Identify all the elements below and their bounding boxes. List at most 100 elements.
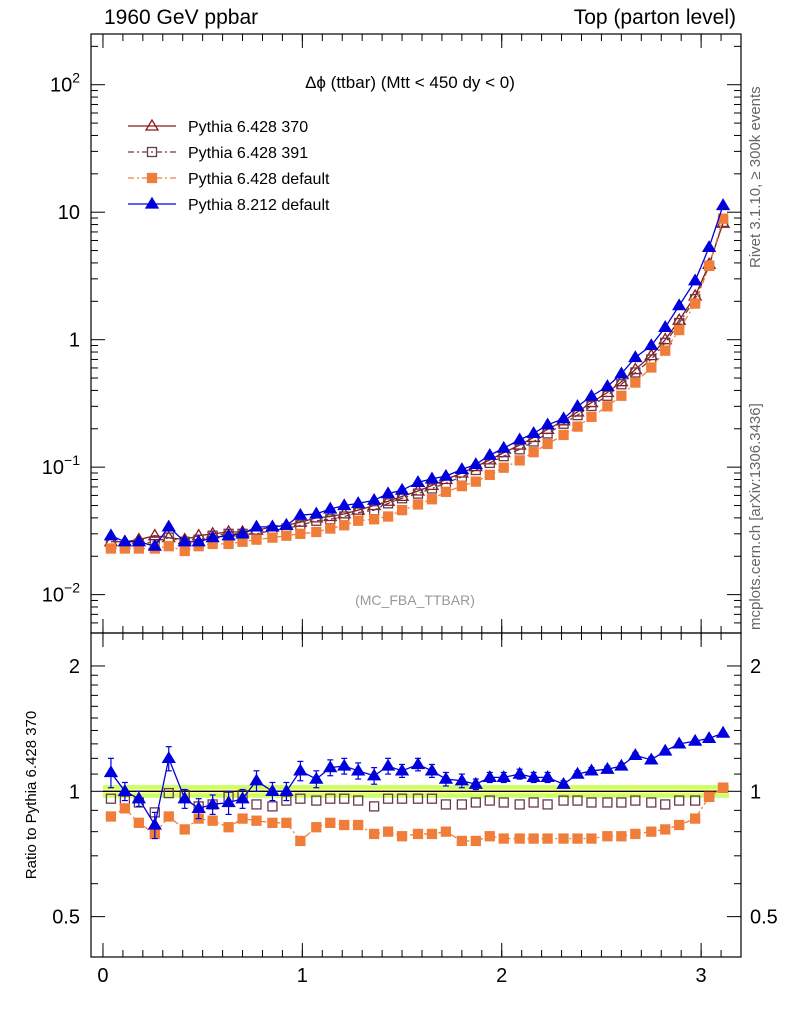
data-point (715, 198, 731, 211)
ratio-data-point (440, 826, 452, 837)
ratio-data-point (103, 765, 119, 778)
ratio-data-point (470, 797, 481, 808)
ratio-data-point (251, 799, 262, 810)
data-point (337, 506, 352, 519)
ratio-data-point (602, 797, 613, 808)
data-point (614, 366, 629, 379)
ratio-data-point (163, 787, 174, 799)
data-point (163, 541, 174, 552)
ratio-data-point (528, 797, 539, 808)
data-point (600, 379, 615, 392)
data-point (394, 489, 410, 502)
ratio-data-point (368, 801, 380, 812)
data-point (584, 388, 599, 401)
ratio-data-point (223, 822, 234, 833)
ratio-data-point (426, 793, 438, 804)
ratio-data-point (267, 817, 278, 828)
ratio-data-point (351, 763, 366, 776)
ratio-data-point (715, 725, 731, 738)
data-point (103, 528, 119, 541)
x-tick-label: 2 (496, 965, 507, 987)
data-point (177, 534, 192, 547)
data-point (570, 399, 585, 411)
data-point (512, 432, 527, 445)
ratio-y-axis-label: Ratio to Pythia 6.428 370 (23, 711, 40, 879)
data-point (382, 498, 394, 509)
data-point (147, 538, 162, 551)
ratio-data-point (628, 748, 643, 761)
data-point (586, 411, 597, 423)
y-tick-label: 10−2 (42, 580, 80, 607)
legend-marker (144, 196, 160, 209)
ratio-data-point (644, 752, 659, 765)
ratio-data-point (586, 797, 597, 808)
data-point (161, 519, 176, 532)
ratio-data-point (380, 758, 396, 771)
ratio-data-point (117, 784, 133, 796)
ratio-data-point (368, 828, 380, 840)
data-point (542, 438, 553, 450)
ratio-data-point (558, 833, 569, 844)
ratio-data-point (237, 813, 248, 824)
ratio-data-point (512, 766, 527, 779)
data-point (482, 447, 497, 460)
ratio-data-point (205, 797, 220, 810)
ratio-data-point (514, 833, 525, 844)
ratio-data-point (235, 791, 250, 804)
data-point (454, 462, 470, 475)
data-point (191, 534, 206, 547)
y-tick-label: 1 (69, 781, 80, 803)
data-point (558, 429, 569, 441)
data-point (396, 504, 408, 516)
ratio-data-point (353, 819, 364, 831)
y-tick-label: 10 (58, 202, 80, 224)
data-point (616, 390, 627, 401)
ratio-data-point (325, 793, 336, 804)
data-point (470, 476, 481, 487)
ratio-data-point (251, 815, 262, 826)
ratio-data-point (396, 831, 408, 842)
ratio-data-point (584, 763, 599, 776)
data-point (117, 534, 133, 547)
data-point (293, 507, 308, 520)
data-point (351, 502, 366, 515)
data-point (614, 374, 629, 387)
data-point (380, 494, 396, 506)
ratio-data-point (412, 793, 424, 804)
ratio-data-point (600, 761, 615, 774)
process-label: Top (parton level) (573, 6, 736, 29)
data-point (438, 468, 454, 481)
ratio-data-point (674, 795, 685, 806)
ratio-panel: 0.5 0.5 1 1 2 2 0 1 2 3 Ratio to Pythia 6.428 370 (23, 632, 778, 987)
data-point (251, 534, 262, 545)
data-point (630, 377, 641, 388)
ratio-data-point (309, 771, 324, 784)
ratio-data-point (366, 768, 382, 781)
ratio-data-point (410, 757, 426, 770)
ratio-data-point (295, 835, 306, 847)
ratio-data-point (396, 793, 408, 804)
data-point (221, 528, 236, 541)
ratio-data-point (658, 743, 673, 756)
plot-frame (90, 632, 742, 958)
ratio-data-point (179, 824, 190, 835)
data-point (426, 494, 438, 505)
ratio-data-point (339, 819, 350, 831)
ratio-data-point (133, 817, 145, 828)
data-point (630, 367, 641, 378)
ratio-data-point (337, 758, 352, 771)
ratio-data-point (542, 833, 553, 844)
ratio-data-point (163, 811, 174, 822)
ratio-data-point (281, 817, 292, 828)
ratio-data-point (689, 813, 701, 824)
data-point (323, 509, 338, 522)
ratio-data-point (484, 831, 495, 842)
data-point (586, 400, 597, 412)
data-point (351, 496, 366, 509)
data-point (311, 526, 322, 538)
ratio-data-point (438, 771, 454, 784)
y-tick-label-right: 2 (750, 656, 761, 678)
ratio-data-point (630, 828, 641, 840)
data-point (309, 506, 324, 519)
data-point (424, 471, 440, 484)
